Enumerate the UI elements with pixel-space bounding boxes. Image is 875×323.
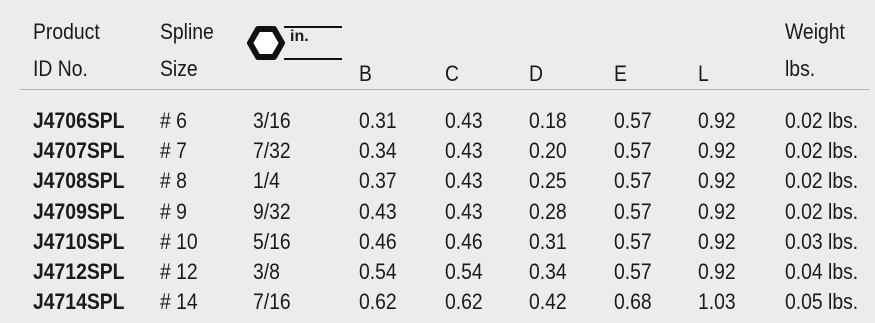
dim-d: 0.25 [529,168,567,194]
dim-e: 0.57 [614,168,652,194]
header-size: Size [160,56,198,81]
product-id: J4710SPL [33,228,125,254]
header-spline: Spline [160,19,214,44]
dim-e: 0.57 [614,108,652,133]
spline-size: # 6 [160,108,187,133]
product-id: J4708SPL [33,168,125,194]
weight: 0.03 lbs. [785,228,859,254]
header-lbs: lbs. [785,56,816,81]
dim-c: 0.54 [445,258,483,284]
weight: 0.02 lbs. [785,108,859,133]
spline-size: # 7 [160,138,187,164]
table-row: J4706SPL # 6 3/16 0.31 0.43 0.18 0.57 0.… [0,106,875,136]
dim-e: 0.57 [614,198,652,224]
dim-c: 0.43 [445,108,483,133]
hex-size: 3/16 [253,108,291,133]
dim-d: 0.31 [529,228,567,254]
dim-d: 0.18 [529,108,567,133]
hex-size: 7/32 [253,138,291,164]
header-c: C [445,61,459,86]
dim-e: 0.57 [614,258,652,284]
dim-l: 0.92 [698,108,736,133]
weight: 0.05 lbs. [785,289,859,315]
dim-l: 0.92 [698,258,736,284]
spline-size: # 12 [160,258,198,284]
header-b: B [359,61,372,86]
hex-unit-label: in. [290,28,309,45]
hex-size: 9/32 [253,198,291,224]
hex-size: 1/4 [253,168,280,194]
table-row: J4707SPL # 7 7/32 0.34 0.43 0.20 0.57 0.… [0,136,875,166]
table-header: Product ID No. Spline Size in. B C D E L… [0,0,875,95]
header-product: Product [33,19,100,44]
product-id: J4707SPL [33,138,125,164]
dim-c: 0.43 [445,198,483,224]
spline-size: # 14 [160,289,198,315]
hex-size: 3/8 [253,258,280,284]
table-body: J4706SPL # 6 3/16 0.31 0.43 0.18 0.57 0.… [0,106,875,317]
spline-size: # 10 [160,228,198,254]
dim-d: 0.34 [529,258,567,284]
dim-l: 0.92 [698,138,736,164]
hex-size-icon [244,23,344,63]
dim-b: 0.37 [359,168,397,194]
header-e: E [614,61,627,86]
dim-c: 0.43 [445,168,483,194]
table-row: J4714SPL # 14 7/16 0.62 0.62 0.42 0.68 1… [0,287,875,317]
dim-d: 0.28 [529,198,567,224]
product-id: J4712SPL [33,258,125,284]
dim-b: 0.43 [359,198,397,224]
dim-l: 0.92 [698,168,736,194]
weight: 0.04 lbs. [785,258,859,284]
product-id: J4714SPL [33,289,125,315]
dim-d: 0.20 [529,138,567,164]
weight: 0.02 lbs. [785,168,859,194]
dim-e: 0.57 [614,138,652,164]
product-id: J4709SPL [33,198,125,224]
header-weight: Weight [785,19,845,44]
header-l: L [698,61,709,86]
dim-b: 0.31 [359,108,397,133]
dim-l: 1.03 [698,289,736,315]
dim-c: 0.43 [445,138,483,164]
hex-size: 7/16 [253,289,291,315]
dim-b: 0.34 [359,138,397,164]
dim-e: 0.57 [614,228,652,254]
dim-l: 0.92 [698,228,736,254]
table-row: J4709SPL # 9 9/32 0.43 0.43 0.28 0.57 0.… [0,197,875,227]
spline-size: # 9 [160,198,187,224]
header-d: D [529,61,543,86]
table-row: J4708SPL # 8 1/4 0.37 0.43 0.25 0.57 0.9… [0,166,875,196]
dim-b: 0.46 [359,228,397,254]
table-row: J4712SPL # 12 3/8 0.54 0.54 0.34 0.57 0.… [0,257,875,287]
hex-size: 5/16 [253,228,291,254]
dim-e: 0.68 [614,289,652,315]
product-id: J4706SPL [33,108,125,133]
spline-size: # 8 [160,168,187,194]
dim-b: 0.54 [359,258,397,284]
dim-b: 0.62 [359,289,397,315]
weight: 0.02 lbs. [785,198,859,224]
dim-l: 0.92 [698,198,736,224]
dim-d: 0.42 [529,289,567,315]
header-id-no: ID No. [33,56,88,81]
dim-c: 0.46 [445,228,483,254]
table-row: J4710SPL # 10 5/16 0.46 0.46 0.31 0.57 0… [0,227,875,257]
dim-c: 0.62 [445,289,483,315]
header-divider [20,89,870,90]
weight: 0.02 lbs. [785,138,859,164]
